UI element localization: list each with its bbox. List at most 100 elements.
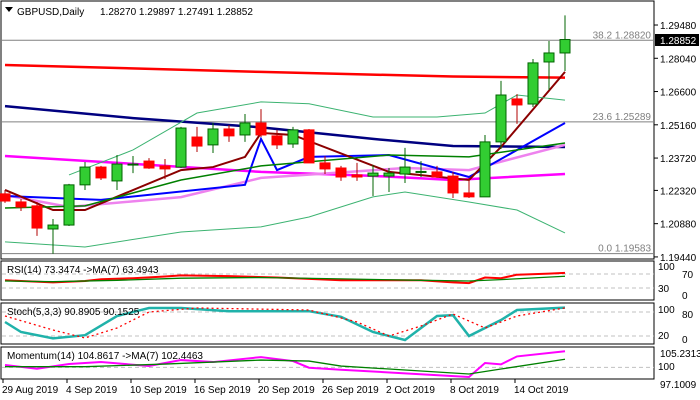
- indicator-tick-label: 0: [682, 335, 688, 346]
- indicator-series-line: [5, 358, 566, 375]
- date-tick-label: 2 Oct 2019: [386, 385, 435, 396]
- fibo-level-label: 23.6 1.25289: [593, 112, 652, 123]
- current-price-box: [655, 34, 699, 46]
- date-tick-label: 16 Sep 2019: [194, 385, 251, 396]
- date-tick-label: 26 Sep 2019: [322, 385, 379, 396]
- symbol-timeframe: GBPUSD,Daily: [17, 7, 84, 18]
- candle-body: [303, 129, 315, 164]
- date-tick-label: 29 Aug 2019: [2, 385, 59, 396]
- bullish-candle: [559, 15, 571, 71]
- candle-body: [319, 162, 331, 170]
- momentum-panel-frame: [0, 346, 655, 380]
- candle-body: [239, 122, 251, 136]
- candle-body: [79, 166, 91, 186]
- overlay-line: [68, 94, 566, 176]
- indicator-tick-label: 0: [682, 291, 688, 302]
- candle-body: [63, 184, 75, 226]
- fibo-level-label: 0.0 1.19583: [598, 244, 651, 255]
- candle-body: [463, 192, 475, 198]
- bullish-candle: [479, 134, 491, 198]
- price-tick-label: 1.22320: [660, 186, 697, 197]
- price-tick-label: 1.29480: [660, 21, 697, 32]
- candle-body: [351, 174, 363, 178]
- bullish-candle: [415, 161, 427, 178]
- price-tick-label: 1.26600: [660, 88, 697, 99]
- bullish-candle: [47, 219, 59, 254]
- date-tick-label: 10 Sep 2019: [130, 385, 187, 396]
- candle-body: [223, 128, 235, 137]
- bearish-candle: [303, 128, 315, 164]
- fibo-level-label: 38.2 1.28820: [593, 30, 652, 41]
- candle-body: [127, 163, 139, 166]
- candles: [0, 15, 571, 254]
- stoch-title: Stoch(5,3,3) 90.8905 90.1525: [7, 307, 140, 318]
- candle-body: [159, 165, 171, 170]
- price-tick-label: 1.20880: [660, 220, 697, 231]
- candle-body: [207, 128, 219, 146]
- bearish-candle: [319, 155, 331, 174]
- bullish-candle: [527, 58, 539, 108]
- candle-body: [367, 172, 379, 177]
- bearish-candle: [95, 165, 107, 181]
- bearish-candle: [271, 129, 283, 150]
- bearish-candle: [31, 201, 43, 236]
- date-tick-label: 8 Oct 2019: [450, 385, 499, 396]
- bearish-candle: [159, 158, 171, 180]
- bearish-candle: [191, 126, 203, 153]
- indicator-tick-label: 100: [658, 262, 675, 273]
- collapse-triangle-icon[interactable]: [5, 7, 13, 12]
- overlay-line: [4, 63, 566, 79]
- candle-body: [191, 136, 203, 147]
- bearish-candle: [143, 158, 155, 169]
- candle-body: [95, 166, 107, 179]
- candle-body: [447, 175, 459, 194]
- overlay-line: [4, 104, 566, 149]
- date-tick-label: 14 Oct 2019: [514, 385, 569, 396]
- indicator-tick-label: 97.1009: [660, 380, 697, 391]
- bullish-candle: [127, 155, 139, 174]
- candle-body: [511, 98, 523, 106]
- overlay-line: [4, 71, 566, 212]
- indicator-series-line: [4, 275, 566, 283]
- candle-body: [431, 171, 443, 178]
- bullish-candle: [63, 183, 75, 226]
- candle-body: [111, 163, 123, 182]
- candle-body: [559, 39, 571, 54]
- overlay-line: [4, 142, 566, 209]
- bearish-candle: [431, 165, 443, 178]
- overlay-line: [4, 191, 566, 248]
- bullish-candle: [239, 113, 251, 142]
- candle-body: [527, 62, 539, 105]
- price-tick-label: 1.19440: [660, 253, 697, 264]
- candle-body: [15, 201, 27, 208]
- bearish-candle: [0, 189, 11, 203]
- price-tick-label: 1.25160: [660, 121, 697, 132]
- bullish-candle: [383, 167, 395, 193]
- fibonacci-levels: 38.2 1.28820 23.6 1.25289 0.0 1.19583: [2, 30, 654, 255]
- indicator-tick-label: 30: [658, 284, 670, 295]
- candle-body: [255, 122, 267, 136]
- candle-body: [143, 160, 155, 169]
- bearish-candle: [255, 109, 267, 138]
- date-tick-label: 4 Sep 2019: [66, 385, 118, 396]
- bullish-candle: [207, 122, 219, 153]
- price-tick-label: 1.23720: [660, 154, 697, 165]
- rsi-title: RSI(14) 73.3474 ->MA(7) 63.4943: [7, 265, 159, 276]
- ohlc-values: 1.28270 1.29897 1.27491 1.28852: [100, 7, 253, 18]
- candle-body: [495, 94, 507, 143]
- candle-body: [175, 127, 187, 168]
- candle-body: [31, 205, 43, 229]
- candle-body: [399, 166, 411, 175]
- rsi-panel-frame: [0, 260, 655, 301]
- indicator-tick-label: 70: [682, 270, 694, 281]
- candle-body: [479, 141, 491, 198]
- candle-body: [415, 170, 427, 173]
- candle-body: [287, 129, 299, 145]
- indicator-tick-label: 80: [682, 310, 694, 321]
- bearish-candle: [223, 125, 235, 142]
- bearish-candle: [335, 165, 347, 181]
- bearish-candle: [511, 94, 523, 124]
- bullish-candle: [287, 126, 299, 148]
- bullish-candle: [111, 155, 123, 190]
